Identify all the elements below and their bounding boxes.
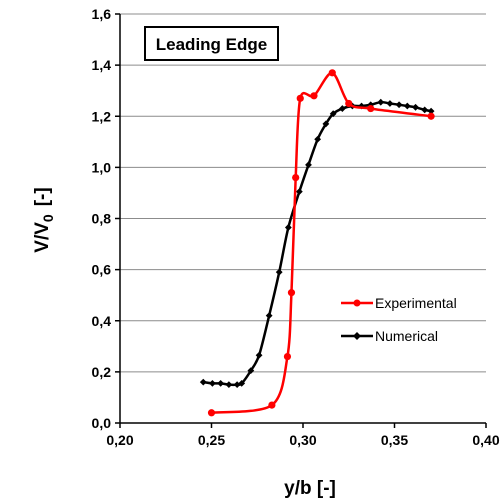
data-point-numerical (395, 101, 403, 109)
data-point-experimental (427, 112, 435, 120)
data-point-experimental (345, 99, 353, 108)
data-point-numerical (247, 367, 255, 374)
data-point-experimental (207, 409, 216, 417)
y-axis-title-unit: [-] (32, 187, 53, 206)
data-point-experimental (296, 94, 304, 102)
legend-marker-numerical (353, 332, 361, 340)
x-tick-label: 0,35 (381, 432, 408, 448)
y-axis-title: V/V0 [-] (32, 187, 56, 252)
data-point-numerical (377, 98, 385, 106)
y-axis-title-main: V/V (32, 222, 53, 253)
y-tick-label: 1,0 (92, 159, 112, 175)
data-point-numerical (225, 381, 233, 389)
data-point-numerical (199, 378, 207, 386)
data-point-numerical (233, 381, 241, 389)
data-point-numerical (217, 379, 225, 387)
x-axis-title: y/b [-] (284, 478, 336, 499)
y-tick-label: 0,4 (92, 313, 112, 329)
data-point-experimental (268, 401, 276, 409)
axes (115, 13, 487, 428)
data-point-numerical (284, 224, 292, 231)
series-line-experimental (211, 71, 432, 415)
data-series (199, 69, 435, 417)
data-point-numerical (305, 161, 312, 169)
data-point-numerical (255, 351, 263, 359)
chart-title-box: Leading Edge (144, 26, 279, 61)
legend-item-experimental: Experimental (341, 295, 457, 311)
data-point-numerical (403, 102, 411, 110)
data-point-experimental (310, 92, 318, 100)
data-point-numerical (338, 105, 346, 112)
data-point-numerical (427, 107, 435, 115)
x-tick-label: 0,25 (198, 432, 225, 448)
y-tick-label: 1,4 (92, 57, 112, 73)
legend-label-experimental: Experimental (375, 295, 457, 311)
data-point-numerical (386, 100, 394, 107)
data-point-numerical (314, 135, 322, 143)
data-point-experimental (292, 174, 300, 182)
y-tick-label: 1,2 (92, 108, 112, 124)
x-tick-label: 0,20 (106, 432, 133, 448)
data-point-numerical (421, 106, 429, 114)
y-tick-label: 0,2 (92, 364, 112, 380)
legend: Experimental Numerical (341, 295, 457, 344)
y-tick-label: 1,6 (92, 6, 112, 22)
x-tick-label: 0,30 (289, 432, 316, 448)
x-tick-label: 0,40 (472, 432, 499, 448)
y-axis-title-subscript: 0 (40, 214, 56, 222)
tick-labels: 0,0 0,2 0,4 0,6 0,8 1,0 1,2 1,4 1,6 0,20 0,25 0,30 0… (92, 6, 500, 448)
grid-lines (120, 13, 486, 373)
legend-label-numerical: Numerical (375, 328, 438, 344)
data-point-numerical (295, 188, 303, 196)
data-point-numerical (329, 110, 337, 118)
data-point-numerical (209, 379, 216, 387)
legend-item-numerical: Numerical (341, 328, 438, 344)
chart-title: Leading Edge (156, 35, 267, 54)
data-point-numerical (358, 102, 365, 110)
data-point-numerical (322, 120, 330, 128)
y-tick-label: 0,8 (92, 211, 112, 227)
title-frame (144, 26, 279, 61)
data-point-experimental (287, 289, 296, 297)
data-point-experimental (367, 104, 375, 113)
y-tick-label: 0,6 (92, 262, 112, 278)
data-point-numerical (265, 312, 273, 320)
data-point-experimental (283, 352, 292, 361)
legend-marker-experimental (353, 299, 361, 307)
data-point-numerical (275, 268, 283, 276)
data-point-numerical (412, 103, 419, 111)
y-tick-label: 0,0 (92, 415, 112, 431)
data-point-numerical (238, 379, 246, 387)
data-point-experimental (328, 69, 336, 77)
